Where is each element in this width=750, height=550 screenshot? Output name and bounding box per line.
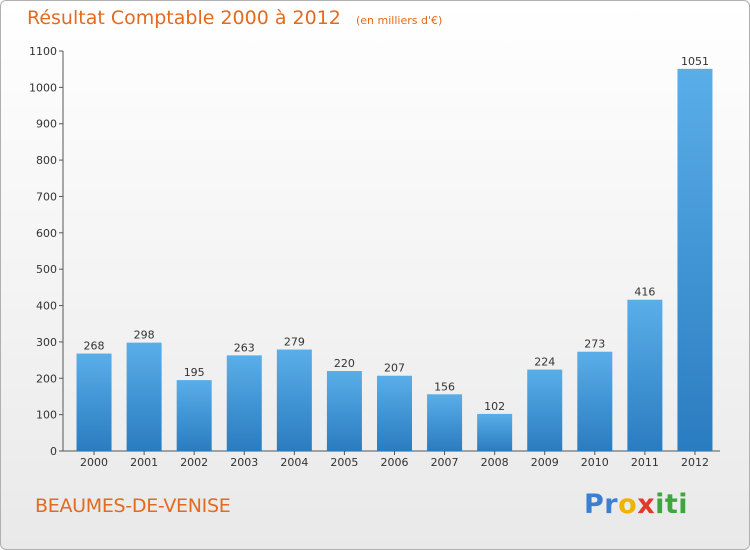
x-tick-label: 2006 (381, 456, 409, 469)
logo-letter: r (604, 489, 619, 520)
data-label: 416 (634, 286, 655, 299)
y-tick-label: 300 (36, 336, 57, 349)
data-label: 156 (434, 380, 455, 393)
bar (577, 351, 613, 451)
data-label: 1051 (681, 55, 709, 68)
title-row: Résultat Comptable 2000 à 2012 (en milli… (27, 7, 442, 29)
logo-letter: o (618, 489, 638, 520)
bar (226, 355, 262, 451)
bar (677, 68, 713, 452)
data-label: 279 (284, 336, 305, 349)
bar (477, 413, 513, 451)
x-tick-label: 2001 (130, 456, 158, 469)
logo-letter: P (584, 489, 605, 520)
x-tick-label: 2005 (330, 456, 358, 469)
bar (427, 394, 463, 451)
bar (326, 371, 362, 451)
proxiti-logo[interactable]: Proxiti (584, 489, 688, 520)
y-tick-label: 400 (36, 300, 57, 313)
bar (527, 369, 563, 451)
data-label: 298 (134, 329, 155, 342)
x-tick-label: 2009 (531, 456, 559, 469)
logo-letter: t (664, 489, 679, 520)
bar (176, 380, 212, 451)
y-tick-label: 100 (36, 409, 57, 422)
bars: 2000 268 2001 298 2002 195 2003 263 2004 279 2005 2… (76, 55, 713, 469)
data-label: 207 (384, 362, 405, 375)
town-name: BEAUMES-DE-VENISE (35, 495, 231, 517)
bar (126, 342, 162, 451)
data-label: 268 (84, 340, 105, 353)
x-tick-label: 2010 (581, 456, 609, 469)
y-tick-label: 1100 (29, 45, 57, 58)
chart-title: Résultat Comptable 2000 à 2012 (27, 7, 341, 29)
bar (76, 353, 112, 451)
bar (276, 349, 312, 451)
logo-letter: x (637, 489, 656, 520)
bar (377, 375, 412, 451)
data-label: 273 (584, 338, 605, 351)
data-label: 220 (334, 357, 355, 370)
data-label: 263 (234, 341, 255, 354)
data-label: 102 (484, 400, 505, 413)
logo-letter: i (655, 489, 665, 520)
logo-letter: i (678, 489, 689, 520)
y-tick-label: 200 (36, 372, 57, 385)
bar (627, 299, 663, 451)
chart-subtitle: (en milliers d'€) (355, 14, 443, 27)
y-tick-label: 800 (36, 154, 57, 167)
y-tick-label: 500 (36, 263, 57, 276)
y-tick-label: 900 (36, 118, 57, 131)
x-tick-label: 2008 (481, 456, 509, 469)
x-tick-label: 2011 (631, 456, 659, 469)
data-label: 224 (534, 356, 555, 369)
y-tick-label: 600 (36, 227, 57, 240)
y-tick-label: 1000 (29, 81, 57, 94)
x-tick-label: 2002 (180, 456, 208, 469)
data-label: 195 (184, 366, 205, 379)
x-tick-label: 2012 (681, 456, 709, 469)
x-tick-label: 2000 (80, 456, 108, 469)
y-tick-label: 0 (50, 445, 57, 458)
x-tick-label: 2004 (280, 456, 308, 469)
x-tick-label: 2003 (230, 456, 258, 469)
y-tick-label: 700 (36, 190, 57, 203)
x-tick-label: 2007 (431, 456, 459, 469)
